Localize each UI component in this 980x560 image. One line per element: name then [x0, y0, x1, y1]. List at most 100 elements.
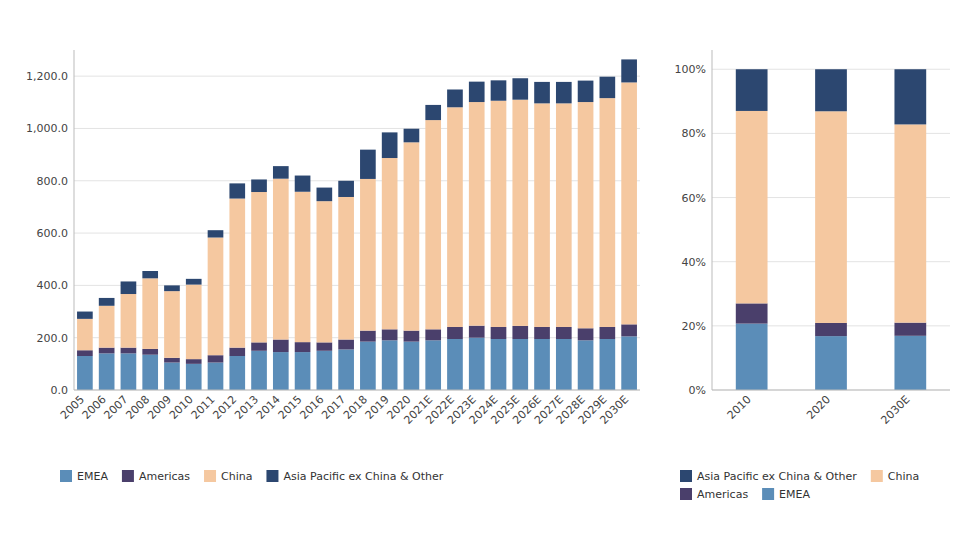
y-tick-label: 1,200.0 — [26, 70, 68, 83]
bar-segment — [736, 324, 768, 390]
legend-item: China — [871, 470, 919, 483]
bar-segment — [338, 340, 354, 350]
bar-segment — [251, 351, 267, 390]
bar-segment — [99, 348, 115, 354]
bar-segment — [251, 342, 267, 350]
legend-swatch — [122, 470, 134, 482]
bar-segment — [447, 89, 463, 107]
x-tick-label: 2016 — [297, 393, 326, 422]
x-tick-label: 2005 — [58, 393, 87, 422]
bar-segment — [317, 342, 333, 350]
bar-segment — [273, 166, 289, 179]
grid-line — [74, 337, 640, 338]
bar-segment — [77, 312, 93, 319]
bar-segment — [469, 82, 485, 102]
bar-segment — [77, 319, 93, 350]
y-tick-label: 200.0 — [37, 332, 69, 345]
bar-segment — [425, 329, 441, 340]
bar-segment — [815, 69, 847, 111]
x-tick-label: 2030E — [879, 393, 913, 427]
bar-segment — [512, 339, 528, 390]
bar-segment — [815, 323, 847, 336]
x-tick-label: 2017 — [319, 393, 348, 422]
bar-segment — [338, 197, 354, 340]
bar-segment — [295, 176, 311, 192]
bar-segment — [208, 230, 224, 237]
bar-segment — [164, 291, 180, 358]
x-tick-label: 2011 — [189, 393, 218, 422]
legend-item: Americas — [680, 488, 748, 501]
legend-item: EMEA — [60, 470, 108, 483]
bar-segment — [556, 327, 572, 339]
bar-segment — [208, 238, 224, 356]
bar-segment — [534, 327, 550, 339]
grid-line — [712, 390, 950, 391]
bar-segment — [534, 339, 550, 390]
bar-segment — [600, 98, 616, 327]
bar-segment — [621, 336, 637, 390]
x-axis: 201020202030E — [712, 390, 950, 427]
bar-segment — [99, 353, 115, 390]
legend-label: China — [888, 470, 919, 483]
legend-swatch — [266, 470, 278, 482]
bar-segment — [208, 355, 224, 362]
x-tick-label: 2013 — [232, 393, 261, 422]
x-tick-label: 2014 — [254, 393, 283, 422]
bar-segment — [404, 142, 420, 330]
bar-segment — [229, 199, 245, 348]
bar-segment — [491, 101, 507, 327]
x-tick-label: 2010 — [167, 393, 196, 422]
legend-swatch — [680, 470, 692, 482]
bar-segment — [208, 363, 224, 390]
bar-segment — [404, 331, 420, 342]
bar-segment — [295, 192, 311, 342]
bar-segment — [164, 363, 180, 390]
bar-segment — [556, 103, 572, 327]
legend-item: Asia Pacific ex China & Other — [266, 470, 443, 483]
x-tick-label: 2019 — [363, 393, 392, 422]
bar-segment — [360, 331, 376, 342]
bar-segment — [447, 327, 463, 339]
legend-item: China — [204, 470, 252, 483]
y-tick-label: 0% — [689, 384, 706, 397]
x-tick-label: 2009 — [145, 393, 174, 422]
x-axis-line — [74, 390, 640, 391]
y-tick-label: 0.0 — [51, 384, 69, 397]
bar-segment — [382, 340, 398, 390]
bar-segment — [99, 298, 115, 306]
bar-segment — [600, 339, 616, 390]
bar-segment — [556, 82, 572, 103]
bar-segment — [512, 326, 528, 339]
bar-segment — [273, 340, 289, 353]
bar-segment — [186, 279, 202, 285]
bar-segment — [815, 336, 847, 390]
bar-segment — [382, 132, 398, 158]
bar-segment — [317, 188, 333, 202]
bar-segment — [600, 327, 616, 339]
bar-segment — [77, 356, 93, 390]
legend-label: Asia Pacific ex China & Other — [283, 470, 443, 483]
legend-label: EMEA — [779, 488, 810, 501]
legend-item: EMEA — [762, 488, 810, 501]
bar-segment — [894, 323, 926, 336]
legend-swatch — [762, 488, 774, 500]
grid-line — [74, 76, 640, 77]
bar-segment — [736, 111, 768, 303]
legend-label: Americas — [697, 488, 748, 501]
x-tick-label: 2007 — [102, 393, 131, 422]
bar-segment — [600, 77, 616, 98]
bar-segment — [469, 102, 485, 326]
y-axis-line — [712, 50, 713, 390]
bar-segment — [404, 129, 420, 143]
bar-segment — [621, 82, 637, 324]
bar-segment — [360, 342, 376, 390]
bar-segment — [251, 192, 267, 342]
x-tick-label: 2006 — [80, 393, 109, 422]
x-tick-label: 2020 — [804, 393, 833, 422]
bar-segment — [121, 294, 137, 348]
legend-label: China — [221, 470, 252, 483]
bars — [77, 59, 637, 390]
x-axis-line — [712, 390, 950, 391]
x-tick-label: 2012 — [210, 393, 239, 422]
legend-swatch — [680, 488, 692, 500]
